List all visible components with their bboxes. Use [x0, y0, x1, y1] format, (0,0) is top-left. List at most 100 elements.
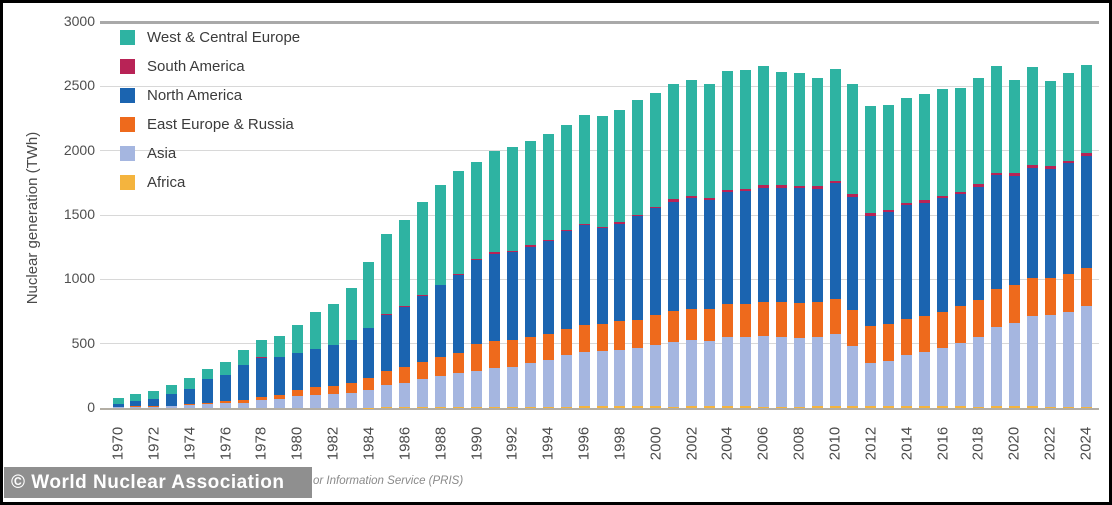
bar-segment-west-central-europe-2019	[990, 66, 1002, 173]
bar-1991	[488, 151, 500, 408]
bar-segment-north-america-2007	[775, 187, 787, 303]
bar-segment-asia-2016	[937, 347, 949, 407]
legend-item-africa: Africa	[120, 174, 300, 191]
x-tick-1994: 1994	[539, 426, 557, 461]
bar-segment-west-central-europe-2002	[686, 79, 698, 196]
bar-1972	[148, 390, 160, 408]
legend-item-north-america: North America	[120, 87, 300, 104]
bar-segment-africa-2002	[686, 406, 698, 408]
bar-1984	[363, 262, 375, 408]
bar-segment-africa-2023	[1062, 406, 1074, 408]
bar-segment-asia-1991	[488, 368, 500, 407]
bar-segment-south-america-2016	[937, 195, 949, 199]
bar-segment-west-central-europe-1990	[471, 162, 483, 260]
bar-segment-east-europe-russia-1991	[488, 340, 500, 369]
y-tick-3000: 3000	[63, 13, 95, 29]
bar-segment-asia-2017	[955, 343, 967, 407]
bar-segment-north-america-1991	[488, 253, 500, 341]
bar-segment-north-america-1972	[148, 398, 160, 407]
bar-segment-north-america-2005	[739, 190, 751, 305]
bar-segment-east-europe-russia-1973	[166, 405, 178, 407]
bar-segment-africa-2013	[883, 406, 895, 408]
bar-segment-west-central-europe-2013	[883, 104, 895, 210]
x-tick-2024: 2024	[1077, 426, 1095, 461]
bar-segment-east-europe-russia-1992	[506, 340, 518, 367]
bar-1979	[273, 336, 285, 408]
bar-2016	[937, 89, 949, 408]
bar-segment-asia-2019	[990, 326, 1002, 407]
bar-segment-north-america-1981	[309, 348, 321, 388]
bar-segment-south-america-2017	[955, 191, 967, 195]
bar-2003	[704, 84, 716, 408]
bar-segment-africa-1989	[453, 406, 465, 408]
bar-segment-asia-2002	[686, 340, 698, 407]
bar-1997	[596, 115, 608, 408]
bar-segment-north-america-1987	[417, 295, 429, 363]
bar-segment-south-america-1999	[632, 214, 644, 216]
x-tick-1996: 1996	[575, 426, 593, 461]
bar-segment-africa-2016	[937, 406, 949, 408]
bar-2007	[775, 72, 787, 408]
bar-segment-south-america-1986	[399, 305, 411, 307]
bar-segment-south-america-2006	[757, 185, 769, 188]
bar-segment-africa-1998	[614, 406, 626, 408]
bar-segment-south-america-2024	[1080, 153, 1092, 156]
bar-segment-east-europe-russia-1970	[112, 406, 124, 408]
bar-segment-east-europe-russia-1988	[435, 357, 447, 377]
bar-segment-east-europe-russia-2004	[721, 303, 733, 338]
bar-segment-west-central-europe-2006	[757, 65, 769, 186]
bar-segment-asia-2022	[1044, 315, 1056, 407]
legend-swatch-icon	[120, 146, 135, 161]
bar-segment-north-america-2015	[919, 202, 931, 316]
bar-segment-north-america-1983	[345, 340, 357, 383]
bar-segment-east-europe-russia-2008	[793, 302, 805, 338]
x-axis-line	[100, 408, 1099, 410]
bar-2005	[739, 70, 751, 408]
bar-segment-east-europe-russia-2023	[1062, 274, 1074, 312]
bar-segment-west-central-europe-2008	[793, 73, 805, 186]
bar-2024	[1080, 64, 1092, 408]
bar-segment-africa-1986	[399, 406, 411, 408]
bar-segment-north-america-1994	[542, 240, 554, 335]
legend-label: South America	[147, 58, 245, 75]
bar-2021	[1026, 66, 1038, 408]
bar-segment-west-central-europe-1991	[488, 151, 500, 253]
bar-segment-africa-1991	[488, 406, 500, 408]
bar-segment-west-central-europe-1984	[363, 262, 375, 329]
bar-1974	[184, 378, 196, 408]
bar-segment-west-central-europe-1988	[435, 184, 447, 285]
bar-segment-west-central-europe-1998	[614, 110, 626, 223]
bar-segment-east-europe-russia-1975	[202, 402, 214, 405]
bar-segment-africa-2009	[811, 406, 823, 408]
bar-segment-west-central-europe-2021	[1026, 66, 1038, 166]
bar-segment-east-europe-russia-1979	[273, 394, 285, 399]
x-tick-1998: 1998	[611, 426, 629, 461]
bar-segment-south-america-2011	[847, 193, 859, 197]
bar-segment-west-central-europe-2022	[1044, 80, 1056, 167]
bar-2020	[1008, 79, 1020, 408]
bar-2009	[811, 77, 823, 408]
bar-segment-west-central-europe-2024	[1080, 64, 1092, 154]
bar-segment-asia-2012	[865, 362, 877, 407]
bar-segment-north-america-1998	[614, 223, 626, 322]
bar-segment-north-america-2008	[793, 188, 805, 303]
bar-segment-asia-2024	[1080, 306, 1092, 407]
bar-segment-south-america-2001	[668, 199, 680, 203]
bar-1988	[435, 184, 447, 408]
legend-swatch-icon	[120, 117, 135, 132]
bar-segment-east-europe-russia-2021	[1026, 278, 1038, 317]
bar-segment-west-central-europe-1989	[453, 170, 465, 275]
bar-segment-east-europe-russia-1981	[309, 387, 321, 396]
bar-segment-east-europe-russia-2017	[955, 306, 967, 344]
bar-segment-africa-1994	[542, 406, 554, 408]
bar-segment-north-america-1971	[130, 401, 142, 407]
bar-segment-africa-2004	[721, 406, 733, 408]
bar-segment-west-central-europe-2000	[650, 92, 662, 207]
legend: West & Central Europe South America North …	[120, 29, 301, 204]
legend-label: West & Central Europe	[147, 29, 301, 46]
bar-2001	[668, 84, 680, 408]
bar-segment-north-america-1974	[184, 389, 196, 405]
bar-segment-east-europe-russia-2003	[704, 308, 716, 341]
bar-segment-africa-1987	[417, 407, 429, 408]
bar-2010	[829, 68, 841, 408]
